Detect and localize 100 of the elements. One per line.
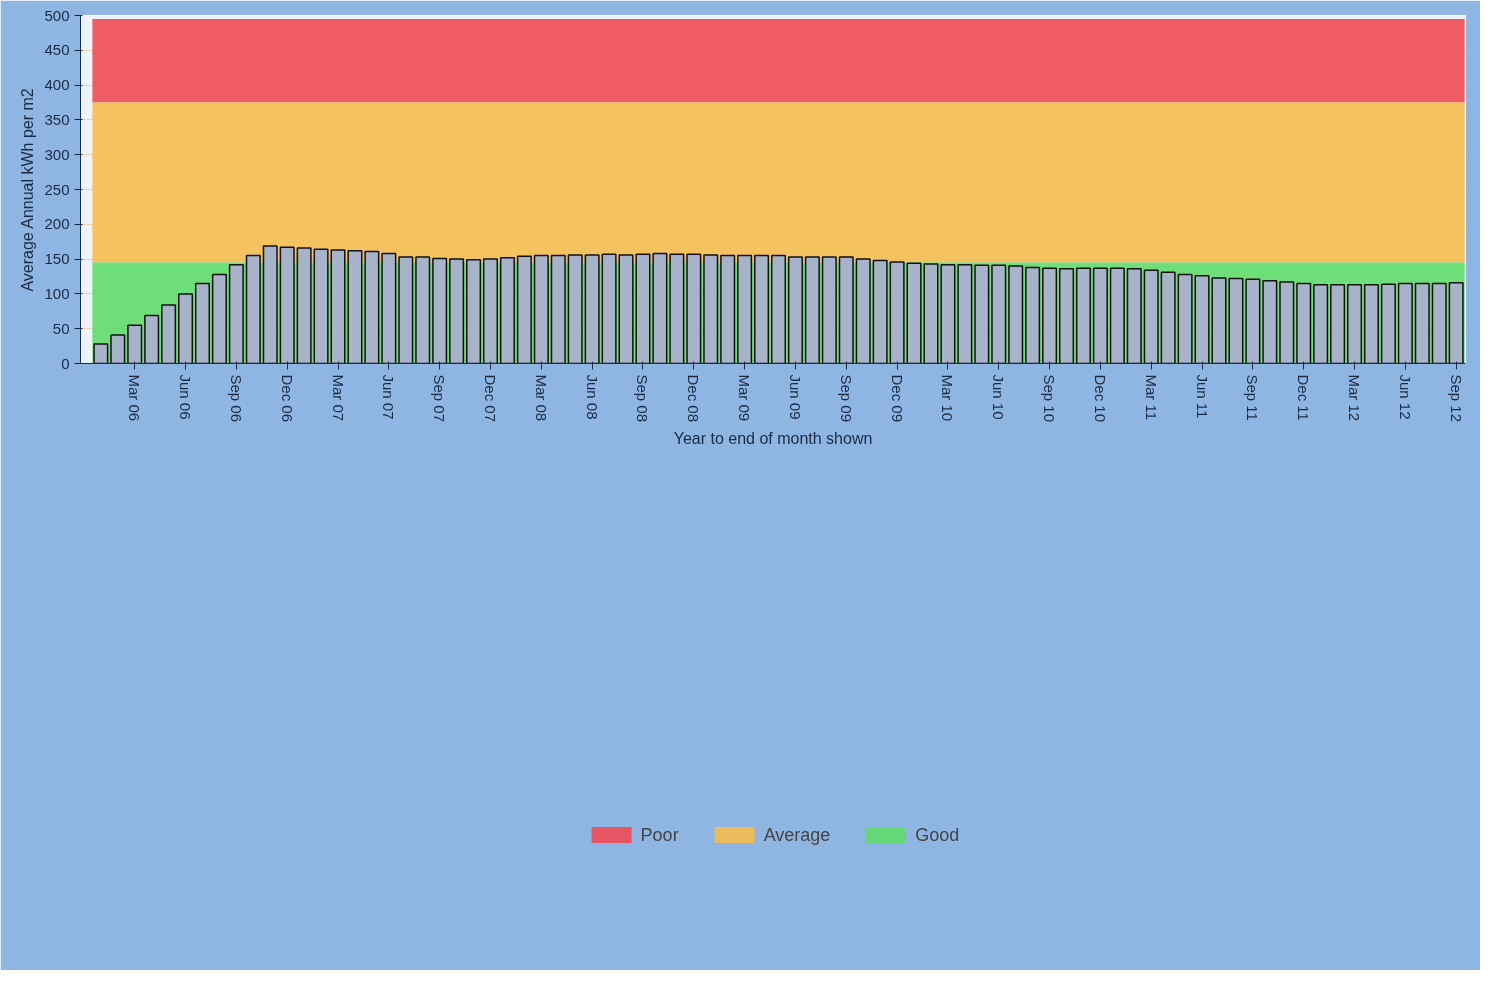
- x-tick-label: Dec 09: [888, 374, 906, 423]
- x-tick-label: Jun 10: [990, 374, 1008, 420]
- bar: [1245, 278, 1261, 364]
- bar: [364, 250, 380, 364]
- x-tick-label: Mar 09: [736, 374, 754, 422]
- x-tick-label: Sep 09: [837, 374, 855, 423]
- x-tick-label: Mar 07: [329, 374, 347, 422]
- x-tick-label: Jun 06: [177, 374, 195, 420]
- legend-label: Good: [915, 824, 960, 846]
- bar: [821, 256, 837, 364]
- bar: [178, 293, 194, 364]
- bar: [499, 256, 515, 364]
- bar: [957, 263, 973, 364]
- bar: [720, 254, 736, 364]
- x-tick-label: Jun 09: [786, 374, 804, 420]
- bar: [1042, 267, 1058, 364]
- x-tick-label: Jun 07: [380, 374, 398, 420]
- x-tick-label: Dec 08: [685, 374, 703, 423]
- bar: [669, 253, 685, 364]
- bar: [1347, 284, 1363, 364]
- bar: [279, 246, 295, 364]
- bar: [466, 259, 482, 364]
- y-tick-label: 200: [44, 215, 70, 233]
- bar: [432, 257, 448, 364]
- bar: [296, 247, 312, 364]
- bar: [1262, 279, 1278, 364]
- x-tick-label: Mar 11: [1142, 374, 1160, 421]
- bar: [1025, 266, 1041, 364]
- bar: [1177, 273, 1193, 364]
- x-tick-label: Mar 06: [126, 374, 144, 422]
- bar: [1092, 267, 1108, 364]
- bar: [245, 254, 261, 364]
- y-axis-title: Average Annual kWh per m2: [19, 88, 37, 292]
- legend-label: Poor: [640, 824, 679, 846]
- bar: [211, 273, 227, 364]
- bar: [516, 255, 532, 364]
- bar: [872, 259, 888, 364]
- bar: [1109, 267, 1125, 364]
- bar: [787, 256, 803, 364]
- bar: [194, 282, 211, 364]
- x-tick-label: Mar 08: [532, 374, 550, 422]
- bar: [1008, 265, 1024, 364]
- bar: [567, 254, 583, 364]
- bar: [1363, 284, 1379, 364]
- bar: [1126, 268, 1142, 364]
- x-tick-label: Sep 07: [431, 374, 449, 423]
- bar: [262, 245, 278, 364]
- y-tick-label: 450: [44, 41, 70, 59]
- bar: [1160, 271, 1176, 364]
- bar: [974, 264, 990, 364]
- x-tick-label: Dec 11: [1295, 374, 1313, 421]
- y-tick-label: 0: [61, 354, 70, 372]
- bar: [449, 258, 465, 364]
- x-tick-label: Dec 06: [278, 374, 296, 423]
- y-tick-label: 100: [44, 284, 70, 302]
- bar: [1143, 269, 1159, 364]
- bar: [1075, 267, 1091, 364]
- bar: [652, 252, 668, 364]
- bar: [1448, 282, 1464, 364]
- bar: [838, 256, 854, 364]
- bar: [889, 261, 905, 364]
- y-tick-label: 350: [44, 110, 70, 128]
- x-tick-label: Dec 07: [481, 374, 499, 423]
- y-tick-label: 400: [44, 76, 70, 94]
- bar: [482, 258, 499, 364]
- bar: [144, 314, 160, 364]
- bar: [1313, 284, 1329, 364]
- bar: [770, 254, 787, 364]
- x-tick-label: Mar 12: [1346, 374, 1364, 422]
- x-tick-label: Sep 08: [634, 374, 652, 423]
- bar: [110, 334, 126, 364]
- bar: [228, 263, 244, 364]
- y-tick-label: 300: [44, 145, 70, 163]
- bar: [415, 256, 431, 364]
- x-tick-label: Dec 10: [1091, 374, 1109, 423]
- bar: [686, 253, 702, 364]
- bar: [703, 254, 719, 364]
- bar: [1431, 282, 1447, 364]
- legend-label: Average: [763, 824, 831, 846]
- bar: [1058, 268, 1075, 364]
- bar: [398, 256, 414, 364]
- bar: [737, 254, 753, 364]
- bar: [1279, 281, 1295, 364]
- x-tick-label: Sep 10: [1041, 374, 1059, 423]
- bar: [381, 252, 397, 364]
- bar: [1397, 282, 1413, 364]
- bar: [161, 304, 177, 364]
- bar: [754, 254, 770, 364]
- bar: [93, 343, 109, 364]
- x-axis-title: Year to end of month shown: [673, 430, 873, 448]
- y-tick-label: 50: [52, 319, 70, 337]
- x-tick-label: Jun 11: [1193, 374, 1211, 419]
- x-tick-label: Mar 10: [939, 374, 957, 422]
- bar: [584, 254, 600, 364]
- bar: [1330, 284, 1346, 364]
- x-tick-label: Jun 08: [583, 374, 601, 420]
- bar: [1296, 282, 1312, 364]
- bar: [1414, 282, 1430, 364]
- bar: [991, 264, 1007, 364]
- x-tick-label: Sep 06: [227, 374, 245, 423]
